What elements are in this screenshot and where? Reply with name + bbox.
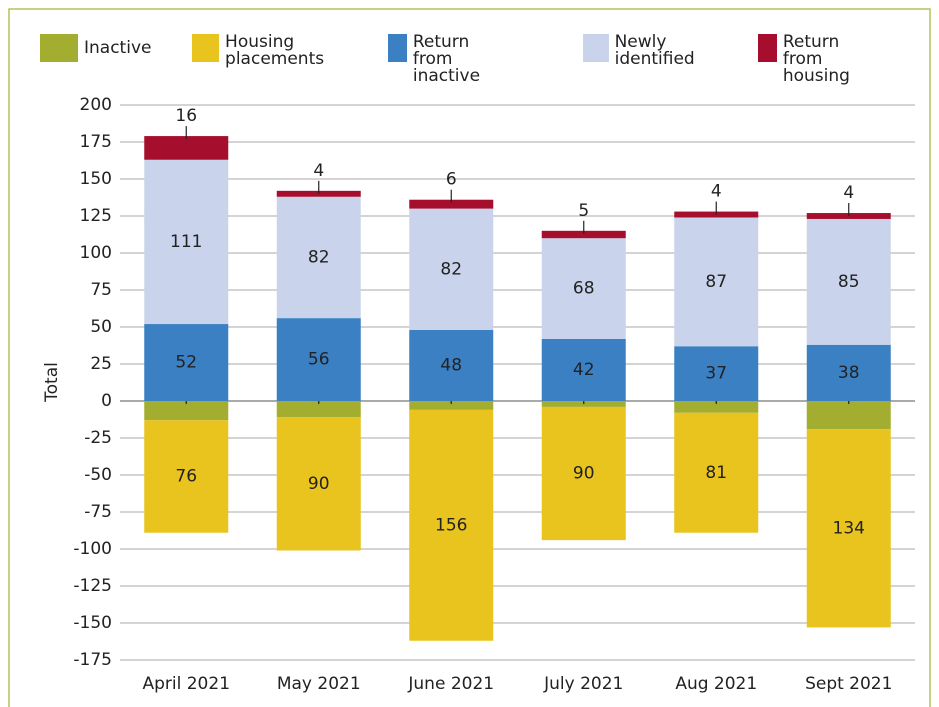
- data-label: 6: [446, 170, 457, 190]
- data-label: 82: [440, 259, 462, 279]
- bar-segment: [144, 136, 229, 160]
- data-label: 87: [705, 272, 727, 292]
- legend-swatch: [583, 34, 609, 62]
- bar-segment: [144, 420, 229, 533]
- y-tick-label: -125: [73, 576, 112, 596]
- bar-segment: [541, 230, 626, 239]
- data-label: 111: [170, 232, 202, 252]
- data-label: 4: [843, 183, 854, 203]
- x-tick-label: Sept 2021: [805, 674, 892, 694]
- y-tick-label: 25: [90, 354, 112, 374]
- x-tick-label: July 2021: [543, 674, 623, 694]
- y-tick-label: 0: [101, 391, 112, 411]
- bar-segment: [806, 218, 891, 345]
- bar-segment: [541, 238, 626, 339]
- y-tick-label: 175: [80, 132, 112, 152]
- data-label: 90: [573, 464, 595, 484]
- data-label: 56: [308, 350, 330, 370]
- data-label: 156: [435, 515, 467, 535]
- bar-segment: [409, 401, 494, 410]
- data-label: 42: [573, 360, 595, 380]
- data-label: 85: [838, 272, 860, 292]
- data-label: 90: [308, 474, 330, 494]
- y-tick-label: 100: [80, 243, 112, 263]
- legend-swatch: [40, 34, 78, 62]
- y-tick-label: -150: [73, 613, 112, 633]
- bar-segment: [144, 324, 229, 401]
- data-label: 81: [705, 463, 727, 483]
- legend-label: Housing placements: [225, 32, 325, 69]
- legend-swatch: [758, 34, 777, 62]
- bar-segment: [674, 412, 759, 533]
- data-label: 68: [573, 279, 595, 299]
- bar-segment: [541, 406, 626, 541]
- data-label: 76: [175, 466, 197, 486]
- x-tick-label: May 2021: [277, 674, 361, 694]
- y-tick-label: -100: [73, 539, 112, 559]
- bar-segment: [276, 417, 361, 551]
- legend-item: Return from housing: [758, 34, 869, 85]
- data-label: 16: [175, 106, 197, 126]
- y-tick-label: 50: [90, 317, 112, 337]
- bar-segment: [674, 401, 759, 413]
- y-tick-label: 125: [80, 206, 112, 226]
- data-label: 134: [833, 518, 865, 538]
- legend-label: Inactive: [84, 38, 152, 58]
- data-label: 4: [711, 182, 722, 202]
- legend-label: Newly identified: [614, 32, 695, 69]
- legend-label: Return from housing: [782, 32, 850, 86]
- bar-segment: [409, 329, 494, 401]
- bar-segment: [276, 318, 361, 401]
- bar-segment: [806, 429, 891, 628]
- bar-segment: [806, 344, 891, 401]
- bar-segment: [276, 196, 361, 319]
- y-tick-label: 150: [80, 169, 112, 189]
- y-tick-label: -175: [73, 650, 112, 670]
- data-label: 52: [175, 353, 197, 373]
- legend-label: Return from inactive: [412, 32, 481, 86]
- y-tick-label: 200: [80, 95, 112, 115]
- bar-segment: [276, 401, 361, 418]
- bar-segment: [144, 401, 229, 421]
- x-tick-label: April 2021: [142, 674, 230, 694]
- y-tick-label: 75: [90, 280, 112, 300]
- data-label: 4: [313, 161, 324, 181]
- bar-segment: [409, 199, 494, 209]
- bar-segment: [409, 409, 494, 641]
- x-tick-label: Aug 2021: [675, 674, 757, 694]
- data-label: 38: [838, 363, 860, 383]
- frame-border: [8, 8, 931, 707]
- bar-segment: [674, 217, 759, 347]
- legend-item: Return from inactive: [388, 34, 499, 85]
- bar-segment: [806, 401, 891, 430]
- data-label: 82: [308, 247, 330, 267]
- bar-segment: [409, 208, 494, 330]
- bar-segment: [674, 346, 759, 401]
- legend-swatch: [388, 34, 407, 62]
- y-tick-label: -75: [84, 502, 112, 522]
- data-label: 37: [705, 364, 727, 384]
- y-tick-label: -25: [84, 428, 112, 448]
- legend-swatch: [192, 34, 220, 62]
- bar-segment: [541, 338, 626, 401]
- y-axis-label: Total: [42, 362, 62, 403]
- x-tick-label: June 2021: [407, 674, 494, 694]
- legend-item: Inactive: [40, 34, 151, 62]
- legend-item: Newly identified: [583, 34, 707, 68]
- y-tick-label: -50: [84, 465, 112, 485]
- legend-item: Housing placements: [192, 34, 335, 68]
- data-label: 48: [440, 355, 462, 375]
- data-label: 5: [578, 201, 589, 221]
- bar-segment: [144, 159, 229, 325]
